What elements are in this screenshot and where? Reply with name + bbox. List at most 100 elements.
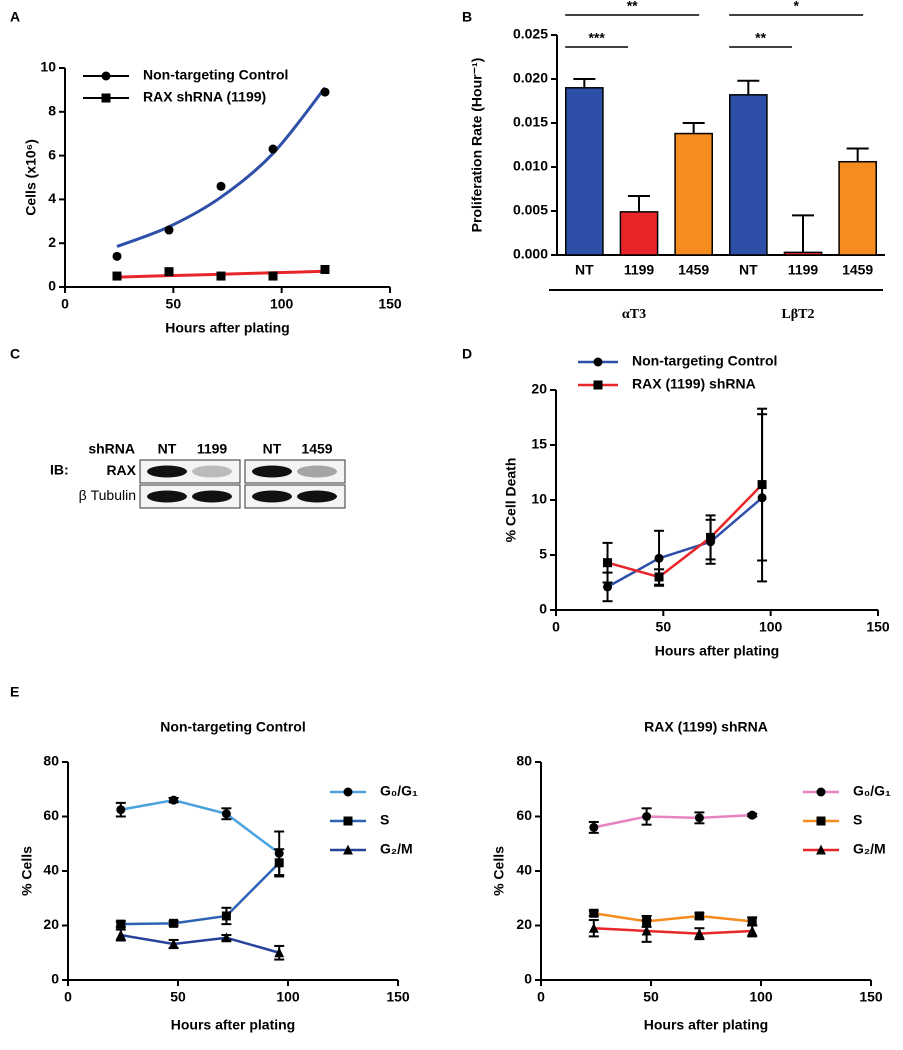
marker: [588, 922, 599, 933]
y-tick-label: 40: [516, 862, 532, 878]
blot-header: shRNA: [88, 441, 135, 457]
y-tick-label: 6: [48, 146, 56, 162]
y-tick-label: 4: [48, 190, 56, 206]
series-line: [593, 813, 753, 829]
chart-title: Non-targeting Control: [160, 719, 305, 735]
legend-marker: [343, 844, 353, 855]
x-tick-label: 0: [64, 989, 72, 1005]
marker: [654, 572, 664, 582]
legend-marker: [816, 787, 826, 797]
marker: [589, 908, 599, 918]
x-axis-label: Hours after plating: [171, 1017, 295, 1033]
marker: [747, 810, 757, 820]
marker: [112, 271, 122, 281]
bar: [838, 160, 878, 256]
y-tick-label: 8: [48, 103, 56, 119]
marker: [694, 813, 704, 823]
marker: [169, 795, 179, 805]
legend-label: G₀/G₁: [853, 783, 891, 799]
significance-label: **: [627, 0, 638, 14]
series-line: [120, 798, 280, 855]
significance-label: **: [755, 30, 766, 46]
marker: [747, 925, 758, 936]
significance-label: *: [793, 0, 799, 14]
y-tick-label: 10: [40, 59, 56, 75]
legend-marker: [816, 844, 826, 855]
marker: [116, 805, 126, 815]
legend-marker: [816, 816, 826, 826]
marker: [221, 809, 231, 819]
marker: [589, 822, 599, 832]
marker: [706, 532, 716, 542]
legend-label: G₂/M: [853, 841, 886, 857]
y-tick-label: 20: [43, 916, 59, 932]
marker: [694, 911, 704, 921]
y-tick-label: 80: [43, 753, 59, 769]
x-tick-label: 150: [378, 296, 402, 312]
panel-letter: C: [10, 346, 20, 362]
marker: [216, 271, 226, 281]
marker: [274, 947, 285, 958]
blot-band: [297, 490, 337, 503]
blot-row-label: β Tubulin: [79, 487, 136, 503]
legend-marker: [593, 357, 603, 367]
blot-lane-label: NT: [158, 441, 177, 457]
blot-band: [297, 465, 337, 478]
marker: [642, 812, 652, 821]
marker: [274, 858, 284, 868]
y-tick-label: 0.005: [513, 202, 548, 218]
chart-title: RAX (1199) shRNA: [644, 719, 768, 735]
legend-marker: [101, 93, 111, 103]
legend-label: RAX (1199) shRNA: [632, 376, 756, 392]
x-tick-label: 150: [866, 619, 890, 635]
marker: [641, 925, 652, 936]
marker: [216, 181, 226, 191]
group-label: LβT2: [781, 307, 814, 322]
y-tick-label: 0.020: [513, 70, 548, 86]
y-axis-label: % Cells: [491, 846, 507, 896]
marker: [169, 918, 179, 928]
y-tick-label: 0: [51, 971, 59, 987]
legend-label: G₂/M: [380, 841, 413, 857]
legend-marker: [101, 71, 111, 81]
blot-band: [192, 465, 232, 478]
y-tick-label: 0.000: [513, 246, 548, 262]
blot-lane-label: 1199: [197, 441, 228, 457]
bar: [728, 94, 768, 256]
x-tick-label: 150: [859, 989, 883, 1005]
x-tick-label: 1459: [678, 262, 709, 278]
y-axis-label: Proliferation Rate (Hour⁻¹): [469, 58, 485, 233]
y-axis-label: % Cells: [19, 846, 35, 896]
marker: [221, 932, 232, 943]
marker: [221, 911, 231, 921]
y-tick-label: 0.025: [513, 26, 548, 42]
series-line: [120, 933, 280, 954]
blot-band: [147, 490, 187, 503]
legend-label: RAX shRNA (1199): [143, 89, 266, 105]
y-tick-label: 10: [531, 491, 547, 507]
series-line: [120, 861, 281, 926]
y-tick-label: 40: [43, 862, 59, 878]
x-tick-label: 0: [61, 296, 69, 312]
y-axis-label: % Cell Death: [503, 458, 519, 543]
x-tick-label: 50: [656, 619, 672, 635]
legend-label: G₀/G₁: [380, 783, 418, 799]
marker: [320, 87, 330, 97]
x-tick-label: 50: [166, 296, 182, 312]
panel-letter: B: [462, 9, 472, 25]
marker: [168, 938, 179, 949]
x-tick-label: 1459: [842, 262, 873, 278]
series-line: [607, 483, 763, 579]
marker: [116, 919, 126, 929]
blot-band: [192, 490, 232, 503]
x-tick-label: 0: [552, 619, 560, 635]
blot-ib: IB:: [50, 462, 69, 478]
bar: [674, 132, 714, 256]
y-tick-label: 5: [539, 546, 547, 562]
marker: [112, 251, 122, 261]
x-tick-label: 150: [386, 989, 410, 1005]
series-line: [593, 912, 753, 923]
blot-band: [147, 465, 187, 478]
legend-label: Non-targeting Control: [632, 353, 777, 369]
